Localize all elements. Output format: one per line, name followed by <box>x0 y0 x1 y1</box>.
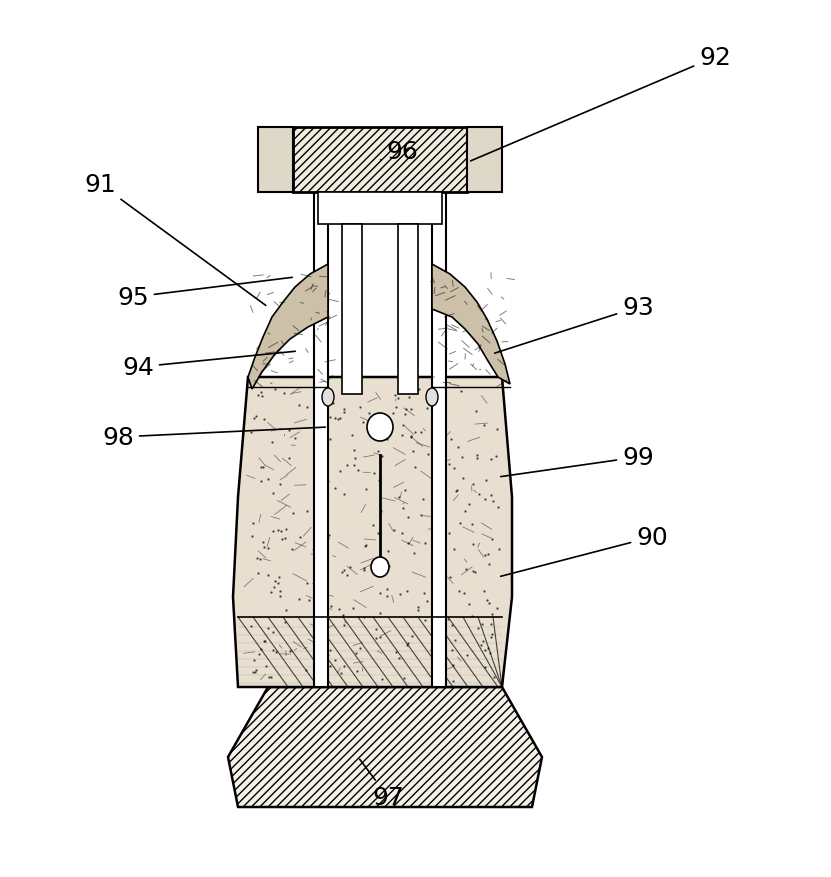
Polygon shape <box>342 225 362 395</box>
Text: 99: 99 <box>501 446 654 477</box>
Polygon shape <box>398 225 418 395</box>
Text: 93: 93 <box>494 296 654 353</box>
Polygon shape <box>258 128 293 193</box>
Polygon shape <box>432 265 510 384</box>
Ellipse shape <box>426 389 438 407</box>
Text: 96: 96 <box>381 139 418 164</box>
Polygon shape <box>467 128 502 193</box>
Polygon shape <box>293 128 467 193</box>
Text: 97: 97 <box>360 759 404 809</box>
Text: 91: 91 <box>84 173 266 306</box>
Polygon shape <box>228 688 542 807</box>
Ellipse shape <box>371 558 389 577</box>
Text: 90: 90 <box>501 525 668 577</box>
Text: 95: 95 <box>117 278 293 310</box>
Ellipse shape <box>322 389 334 407</box>
Ellipse shape <box>367 414 393 441</box>
Polygon shape <box>233 378 512 688</box>
Text: 98: 98 <box>102 425 325 450</box>
Polygon shape <box>248 265 328 389</box>
Polygon shape <box>318 193 442 225</box>
Polygon shape <box>314 193 328 688</box>
Polygon shape <box>432 193 446 688</box>
Text: 94: 94 <box>122 352 295 380</box>
Text: 92: 92 <box>470 46 731 161</box>
